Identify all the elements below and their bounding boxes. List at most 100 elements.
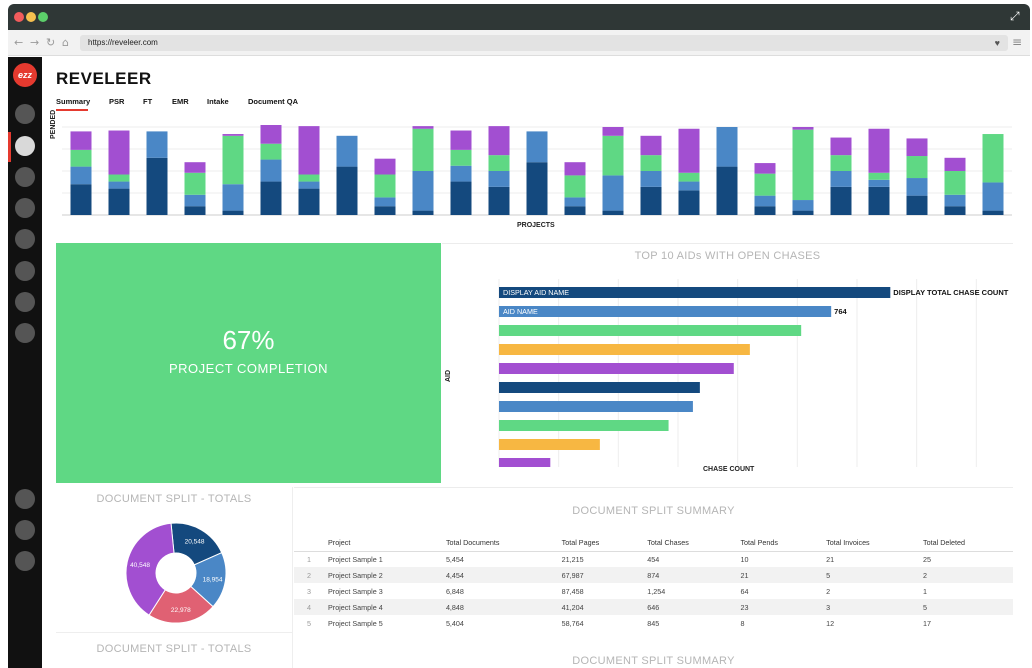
bar-segment [488, 186, 510, 215]
address-bar[interactable]: https://reveleer.com [80, 35, 1008, 51]
aid-value-label: DISPLAY TOTAL CHASE COUNT [893, 288, 1008, 297]
bar-segment [944, 194, 966, 207]
bar-segment [412, 210, 434, 215]
table-cell: Project Sample 4 [324, 599, 442, 615]
column-header-total-documents[interactable]: Total Documents [441, 535, 558, 552]
minimize-window-icon[interactable] [26, 12, 36, 22]
table-cell: 454 [643, 551, 737, 567]
aid-bar-label: AID NAME [503, 307, 538, 316]
table-row[interactable]: 3 Project Sample 3 6,848 87,458 1,254 64 2 1 [294, 583, 1013, 599]
forward-icon[interactable]: → [30, 36, 40, 49]
table-cell: 21 [736, 567, 823, 583]
bar-segment [108, 174, 130, 182]
bar-segment [678, 190, 700, 215]
table-cell: 5 [919, 599, 1013, 615]
bar-segment [260, 143, 282, 160]
sidebar-item-10[interactable] [15, 520, 35, 540]
bar-segment [868, 179, 890, 187]
tab-intake[interactable]: Intake [207, 97, 229, 106]
column-header-index[interactable] [294, 535, 324, 552]
bar-segment [184, 194, 206, 207]
column-header-total-pages[interactable]: Total Pages [557, 535, 644, 552]
bar-segment [640, 135, 662, 156]
sidebar-item-11[interactable] [15, 551, 35, 571]
bar-segment [70, 131, 92, 150]
bar-segment [412, 126, 434, 129]
table-row[interactable]: 4 Project Sample 4 4,848 41,204 646 23 3 5 [294, 599, 1013, 615]
bar-segment [298, 126, 320, 175]
table-cell: Project Sample 5 [324, 615, 442, 631]
sidebar-item-7[interactable] [15, 292, 35, 312]
back-icon[interactable]: ← [14, 36, 24, 49]
table-row[interactable]: 5 Project Sample 5 5,404 58,764 845 8 12 17 [294, 615, 1013, 631]
table-header-row: Project Total Documents Total Pages Tota… [294, 535, 1013, 552]
sidebar-item-3[interactable] [15, 167, 35, 187]
column-header-total-deleted[interactable]: Total Deleted [919, 535, 1013, 552]
bar-segment [944, 171, 966, 195]
shield-icon[interactable]: ♥ [994, 38, 1000, 48]
pended-stacked-bar-chart [62, 125, 1012, 216]
bar-segment [526, 131, 548, 163]
bar-segment [298, 181, 320, 189]
project-completion-card: 67% PROJECT COMPLETION [56, 243, 441, 483]
table-cell: Project Sample 3 [324, 583, 442, 599]
bar-segment [906, 156, 928, 179]
table-cell: 3 [822, 599, 920, 615]
bar-segment [602, 210, 624, 215]
table-row[interactable]: 1 Project Sample 1 5,454 21,215 454 10 21 25 [294, 551, 1013, 567]
maximize-window-icon[interactable] [38, 12, 48, 22]
column-header-total-chases[interactable]: Total Chases [643, 535, 737, 552]
sidebar-item-6[interactable] [15, 261, 35, 281]
bar-segment [222, 184, 244, 211]
sidebar-item-9[interactable] [15, 489, 35, 509]
table-cell: 64 [736, 583, 823, 599]
reload-icon[interactable]: ↻ [46, 36, 56, 49]
bar-segment [108, 181, 130, 189]
dashboard: REVELEER Summary PSR FT EMR Intake Docum… [42, 57, 1030, 668]
bar-segment [374, 158, 396, 175]
bar-segment [412, 171, 434, 211]
app-logo[interactable]: ezz [13, 63, 37, 87]
table-row[interactable]: 2 Project Sample 2 4,454 67,987 874 21 5 2 [294, 567, 1013, 583]
table-cell: 5 [822, 567, 920, 583]
bar-segment [792, 200, 814, 211]
completion-label: PROJECT COMPLETION [168, 361, 328, 376]
document-split-donut-chart: 20,548 18,954 22,978 40,548 [125, 522, 227, 624]
tab-psr[interactable]: PSR [109, 97, 125, 106]
top-aids-bar-chart: DISPLAY AID NAME DISPLAY TOTAL CHASE COUN… [498, 279, 1009, 467]
window-titlebar: ⤢ [8, 4, 1030, 30]
bar-segment [184, 206, 206, 215]
column-header-total-pends[interactable]: Total Pends [736, 535, 823, 552]
table-cell: 874 [643, 567, 737, 583]
close-window-icon[interactable] [14, 12, 24, 22]
column-header-total-invoices[interactable]: Total Invoices [822, 535, 920, 552]
sidebar-item-4[interactable] [15, 198, 35, 218]
column-header-project[interactable]: Project [324, 535, 442, 552]
bar-segment [336, 135, 358, 167]
table-cell: 6,848 [441, 583, 558, 599]
bar-segment [450, 181, 472, 215]
table-cell: 1,254 [643, 583, 737, 599]
sidebar-item-1[interactable] [15, 104, 35, 124]
table-cell: 21,215 [557, 551, 644, 567]
bar-segment [70, 149, 92, 167]
browser-menu-icon[interactable]: ≡ [1011, 35, 1022, 49]
sidebar-item-8[interactable] [15, 323, 35, 343]
tab-emr[interactable]: EMR [172, 97, 189, 106]
tab-ft[interactable]: FT [143, 97, 153, 106]
bar-segment [830, 186, 852, 215]
document-split-summary-title: DOCUMENT SPLIT SUMMARY [572, 505, 735, 517]
bar-segment [488, 171, 510, 187]
bar-segment [222, 210, 244, 215]
home-icon[interactable]: ⌂ [62, 36, 69, 49]
bar-segment [754, 173, 776, 196]
row-index-cell: 5 [294, 615, 324, 631]
fullscreen-icon[interactable]: ⤢ [1010, 9, 1020, 23]
tab-summary[interactable]: Summary [56, 97, 91, 106]
document-split-summary-title-repeat: DOCUMENT SPLIT SUMMARY [572, 655, 735, 667]
sidebar-item-5[interactable] [15, 229, 35, 249]
sidebar-item-2[interactable] [15, 136, 35, 156]
tab-document-qa[interactable]: Document QA [248, 97, 299, 106]
bar-segment [146, 157, 168, 215]
